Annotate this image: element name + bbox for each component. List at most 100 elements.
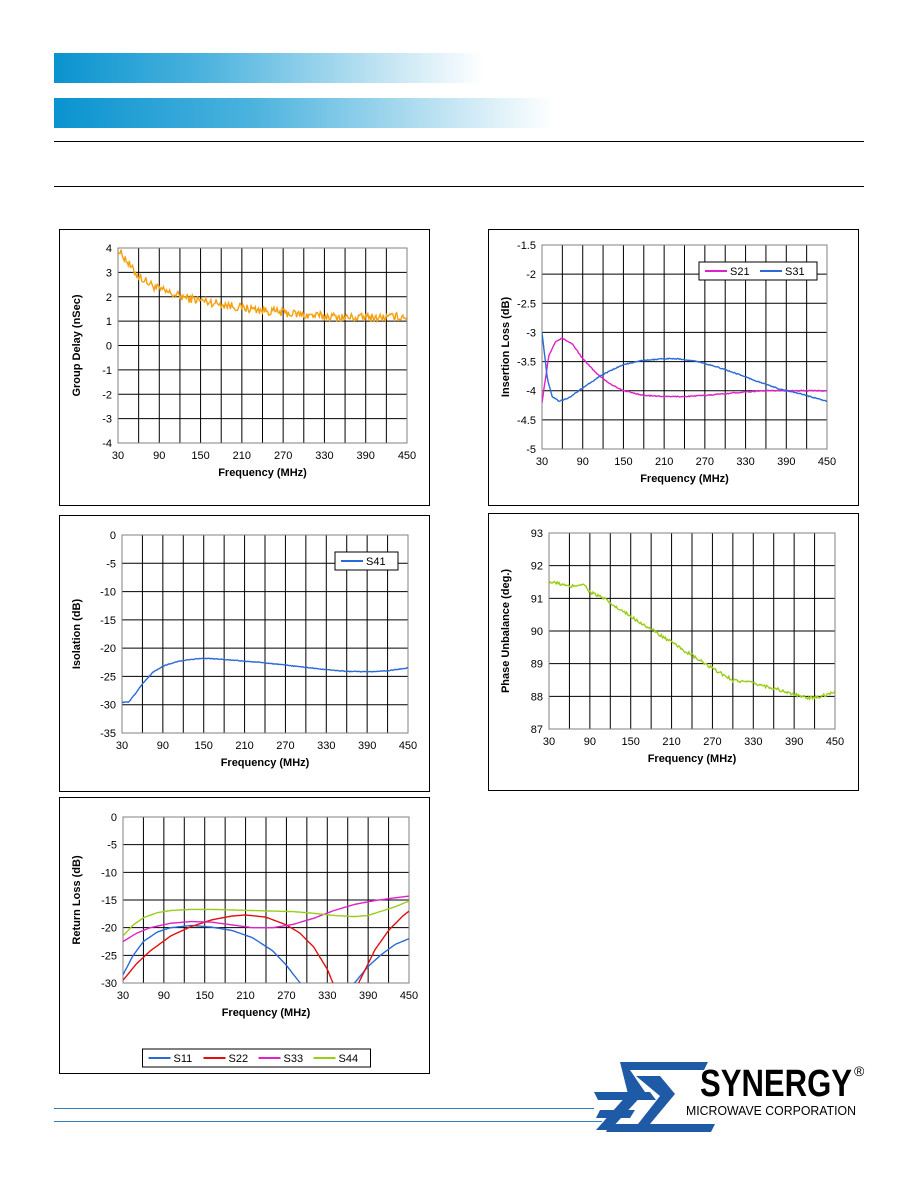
grid xyxy=(122,816,410,984)
legend-box xyxy=(698,261,818,281)
grid xyxy=(548,532,836,730)
y-tick-label: -15 xyxy=(101,895,117,907)
y-tick-label: -5 xyxy=(107,840,117,852)
group-delay-chart: 30 90 150 210 270 330 390 450 -4 -3 -2 -1 0 1 2 3 4 Frequ… xyxy=(59,229,430,506)
y-tick-label: -25 xyxy=(100,671,116,683)
legend-box xyxy=(142,1048,371,1068)
legend: S21 S31 xyxy=(698,261,818,281)
legend-label: S41 xyxy=(366,556,386,568)
grid xyxy=(117,247,408,444)
legend: S41 xyxy=(334,551,399,571)
x-tick-label: 450 xyxy=(818,456,836,468)
y-tick-label: -4 xyxy=(102,438,112,450)
y-tick-label: -3 xyxy=(526,327,536,339)
x-axis-title: Frequency (MHz) xyxy=(648,753,737,765)
y-tick-label: 4 xyxy=(106,243,112,255)
x-tick-label: 150 xyxy=(191,450,209,462)
y-axis-title: Isolation (dB) xyxy=(71,599,83,670)
plot-frame xyxy=(121,534,409,734)
x-tick-label: 270 xyxy=(703,736,721,748)
y-tick-label: -2.5 xyxy=(517,298,536,310)
x-tick-label: 90 xyxy=(577,456,589,468)
x-tick-label: 30 xyxy=(116,740,128,752)
legend-label: S33 xyxy=(284,1053,304,1065)
x-axis-title: Frequency (MHz) xyxy=(221,757,310,769)
plot-frame xyxy=(548,532,836,730)
x-tick-label: 30 xyxy=(112,450,124,462)
y-tick-label: -30 xyxy=(100,700,116,712)
x-tick-label: 210 xyxy=(233,450,251,462)
x-tick-label: 150 xyxy=(614,456,632,468)
x-tick-label: 30 xyxy=(536,456,548,468)
legend-label: S21 xyxy=(730,266,750,278)
y-tick-label: 2 xyxy=(106,292,112,304)
y-tick-label: -2 xyxy=(102,389,112,401)
y-tick-label: 93 xyxy=(531,528,543,540)
x-tick-label: 390 xyxy=(785,736,803,748)
y-tick-label: 92 xyxy=(531,561,543,573)
s11-series-line xyxy=(123,924,409,983)
isolation-chart: 30 90 150 210 270 330 390 450 -35 -30 -25 -20 -15 -10… xyxy=(59,515,430,792)
x-tick-label: 210 xyxy=(662,736,680,748)
y-tick-label: 1 xyxy=(106,316,112,328)
y-tick-label: -4.5 xyxy=(517,415,536,427)
header-band-top xyxy=(54,53,484,83)
y-axis-title: Phase Unbalance (deg.) xyxy=(500,569,512,693)
x-tick-label: 30 xyxy=(543,736,555,748)
legend-label: S11 xyxy=(174,1053,193,1065)
y-tick-label: -3.5 xyxy=(517,357,536,369)
svg-text:MICROWAVE CORPORATION: MICROWAVE CORPORATION xyxy=(686,1103,856,1118)
x-tick-label: 90 xyxy=(584,736,596,748)
isolation-svg: 30 90 150 210 270 330 390 450 -35 -30 -25 -20 -15 -10… xyxy=(71,530,417,769)
x-tick-label: 450 xyxy=(399,740,417,752)
x-tick-label: 330 xyxy=(317,740,335,752)
x-tick-label: 390 xyxy=(359,990,377,1002)
y-tick-label: 0 xyxy=(110,530,116,542)
y-tick-label: -25 xyxy=(101,950,117,962)
phase-unbalance-svg: 30 90 150 210 270 330 390 450 87 88 89 90 91 92 93 Freq… xyxy=(500,528,844,765)
footer-line-top xyxy=(54,1108,594,1109)
y-tick-label: 87 xyxy=(531,724,543,736)
x-axis-title: Frequency (MHz) xyxy=(218,467,307,479)
y-tick-label: -30 xyxy=(101,978,117,990)
x-tick-label: 390 xyxy=(358,740,376,752)
x-tick-label: 210 xyxy=(655,456,673,468)
y-tick-label: -4 xyxy=(526,386,536,398)
y-tick-label: -5 xyxy=(106,558,116,570)
s21-series-line xyxy=(542,337,827,403)
group-delay-svg: 30 90 150 210 270 330 390 450 -4 -3 -2 -1 0 1 2 3 4 Frequ… xyxy=(71,243,416,479)
synergy-logo-mark: SYNERGY ® MICROWAVE CORPORATION xyxy=(594,1062,865,1132)
y-tick-label: 3 xyxy=(106,267,112,279)
grid xyxy=(121,534,409,734)
y-axis-title: Return Loss (dB) xyxy=(71,855,83,945)
s44-series-line xyxy=(123,900,409,937)
synergy-logo: SYNERGY ® MICROWAVE CORPORATION xyxy=(590,1052,870,1142)
s31-series-line xyxy=(542,332,827,402)
plot-frame xyxy=(117,247,408,444)
x-tick-label: 330 xyxy=(318,990,336,1002)
y-tick-label: -5 xyxy=(526,444,536,456)
phase-unbalance-chart: 30 90 150 210 270 330 390 450 87 88 89 90 91 92 93 Freq… xyxy=(488,513,859,791)
s22-series-line xyxy=(123,910,409,983)
plot-frame xyxy=(541,244,828,450)
x-tick-label: 210 xyxy=(236,990,254,1002)
y-tick-label: -15 xyxy=(100,615,116,627)
y-tick-label: -3 xyxy=(102,414,112,426)
y-tick-label: -10 xyxy=(100,587,116,599)
x-axis-title: Frequency (MHz) xyxy=(640,473,729,485)
x-tick-label: 330 xyxy=(736,456,754,468)
x-tick-label: 270 xyxy=(277,990,295,1002)
x-tick-label: 30 xyxy=(117,990,129,1002)
legend: S11 S22 S33 S44 xyxy=(142,1048,371,1068)
header-rule-bottom xyxy=(54,186,864,187)
y-tick-label: 0 xyxy=(111,812,117,824)
phase-unbalance-series-line xyxy=(549,580,835,702)
legend-box xyxy=(334,551,399,571)
x-tick-label: 270 xyxy=(276,740,294,752)
x-tick-label: 210 xyxy=(235,740,253,752)
x-tick-label: 150 xyxy=(195,740,213,752)
svg-text:®: ® xyxy=(854,1063,865,1079)
y-tick-label: 91 xyxy=(531,593,543,605)
s33-series-line xyxy=(123,895,409,943)
x-tick-label: 450 xyxy=(400,990,418,1002)
